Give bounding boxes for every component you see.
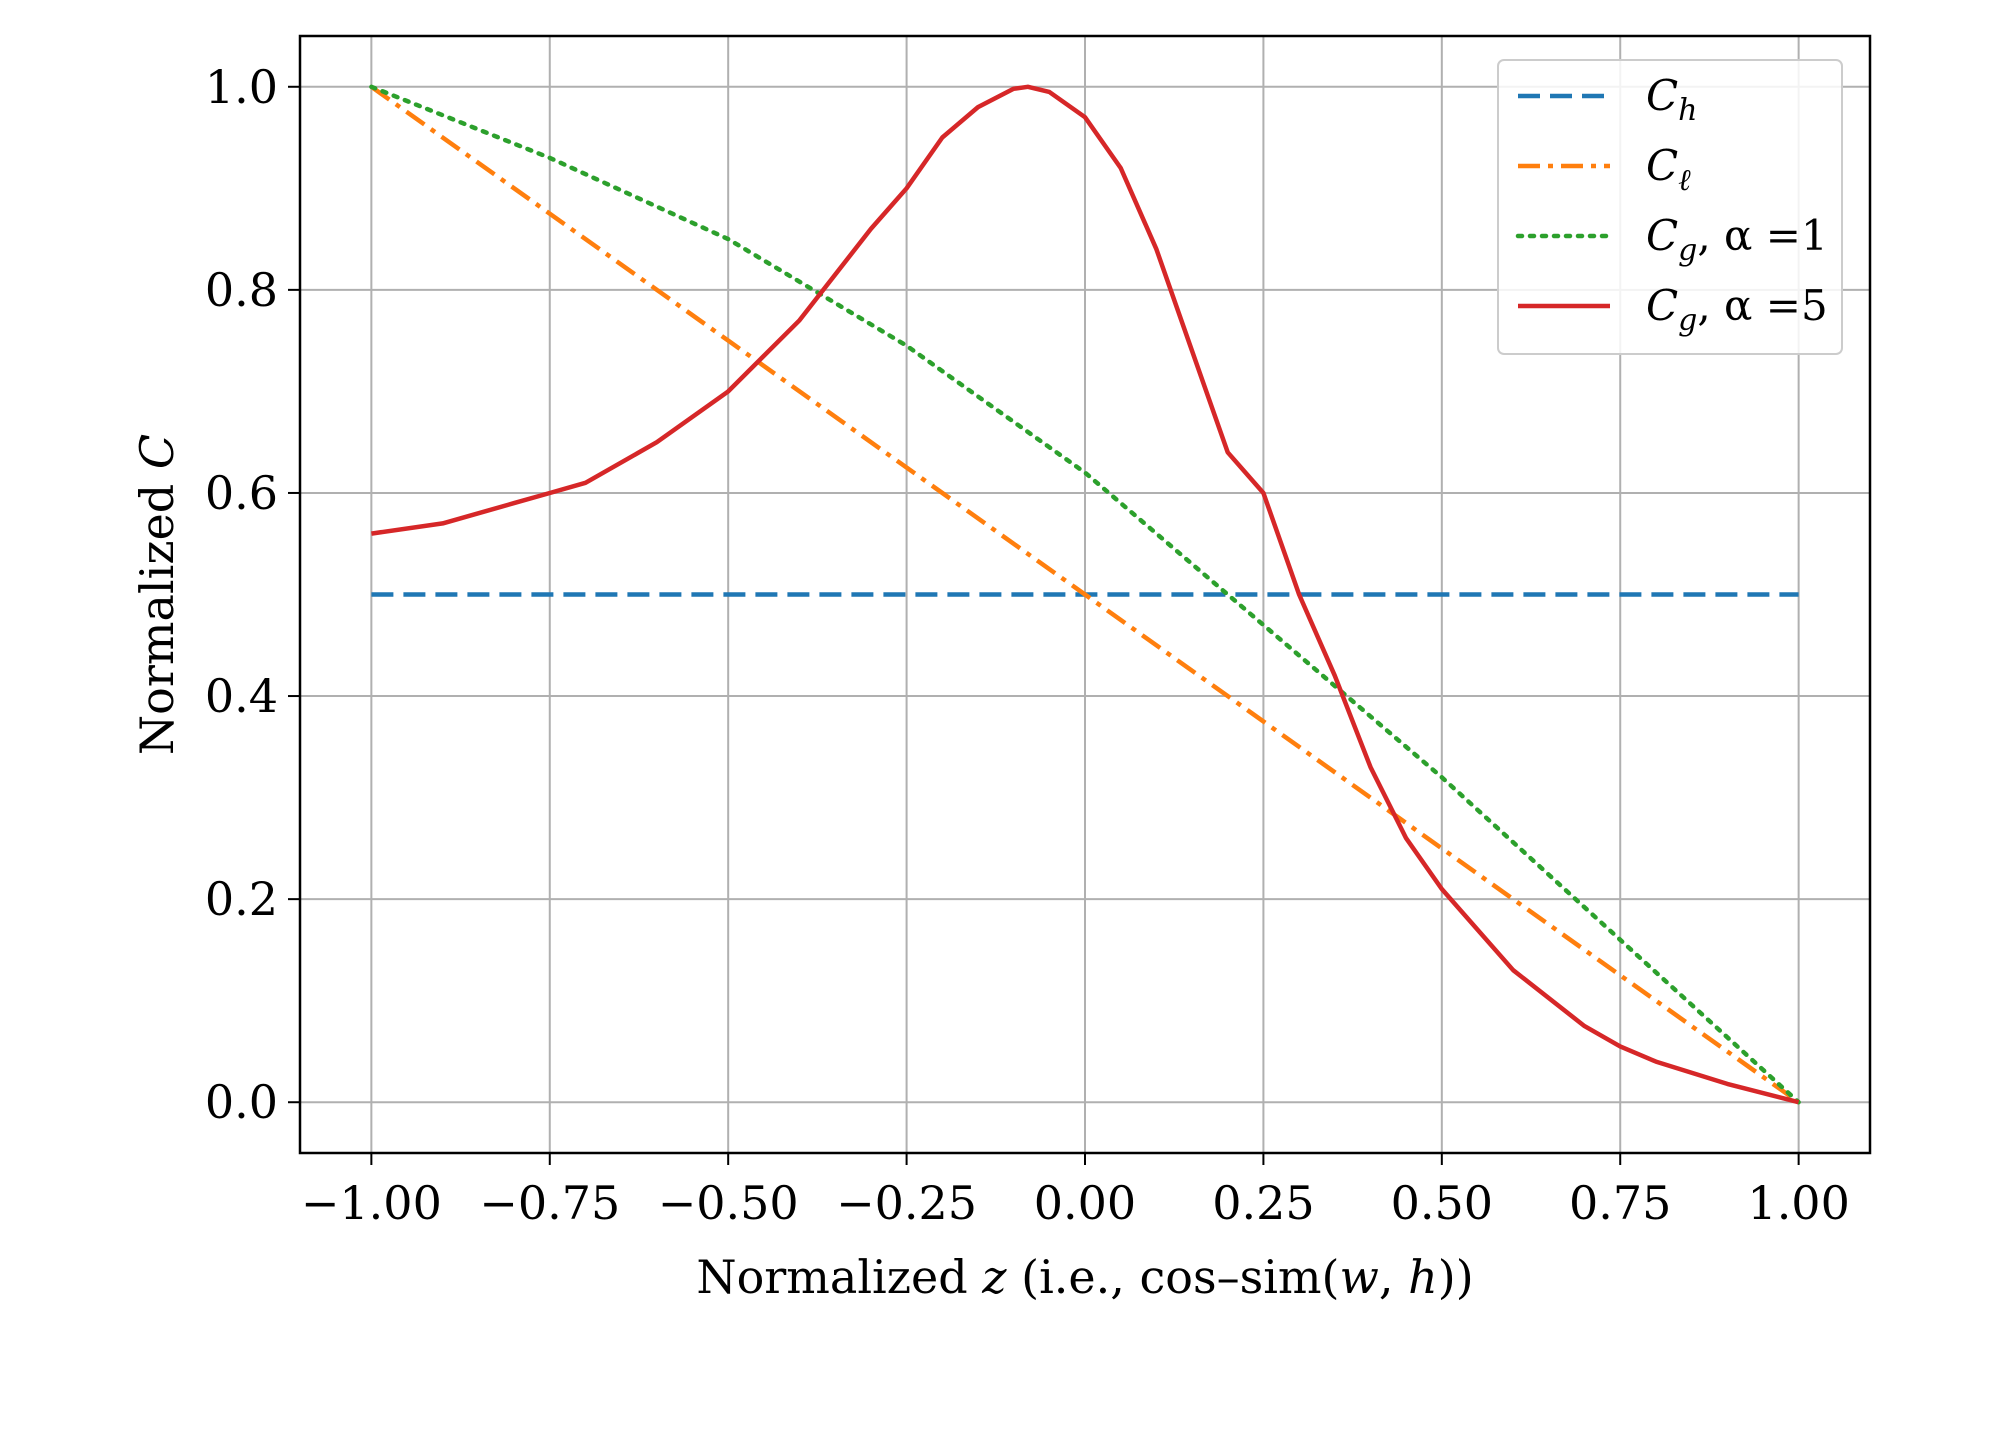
legend-label: Cg, α =5 [1646, 281, 1828, 338]
legend-label: Ch [1646, 71, 1697, 128]
series-layer [369, 84, 1801, 1105]
x-tick-label: 0.50 [1391, 1176, 1493, 1230]
series-line-2 [370, 84, 1800, 1105]
x-tick-label: −1.00 [301, 1176, 442, 1230]
y-tick-label: 0.2 [205, 872, 278, 926]
legend-label: Cg, α =1 [1646, 211, 1828, 268]
legend-label: Cℓ [1646, 141, 1691, 198]
y-tick-label: 0.4 [205, 669, 278, 723]
x-tick-label: −0.75 [479, 1176, 620, 1230]
legend: Ch Cℓ Cg, α =1 Cg, α =5 [1497, 59, 1843, 355]
x-tick-label: 0.25 [1212, 1176, 1314, 1230]
x-tick-label: 1.00 [1747, 1176, 1849, 1230]
x-tick-label: −0.50 [658, 1176, 799, 1230]
series-line-4 [371, 84, 1800, 1105]
y-tick-label: 0.6 [205, 466, 278, 520]
y-tick-label: 0.0 [205, 1075, 278, 1129]
series-line-3 [369, 84, 1801, 1105]
x-tick-label: −0.25 [836, 1176, 977, 1230]
legend-box [1497, 59, 1843, 355]
ticks: −1.00 −0.75 −0.50 −0.25 0.00 0.25 0.50 0.75 1.00… [205, 60, 1850, 1230]
y-tick-label: 0.8 [205, 263, 278, 317]
x-axis-label: Normalized z (i.e., cos–sim(w, h)) [696, 1250, 1473, 1304]
y-axis-label: Normalized C [130, 434, 184, 755]
x-tick-label: 0.00 [1034, 1176, 1136, 1230]
x-tick-label: 0.75 [1569, 1176, 1671, 1230]
y-tick-label: 1.0 [205, 60, 278, 114]
